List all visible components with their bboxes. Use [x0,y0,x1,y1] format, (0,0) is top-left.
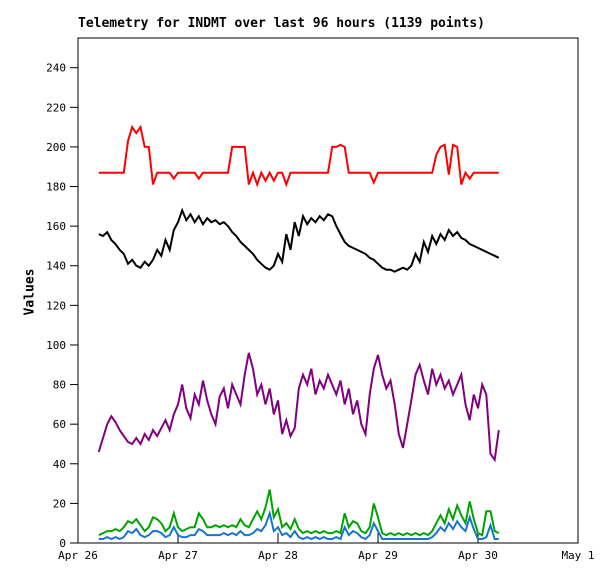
x-tick-label: Apr 26 [58,549,98,562]
y-tick-label: 60 [53,418,66,431]
chart-title: Telemetry for INDMT over last 96 hours (… [78,16,485,31]
y-tick-label: 20 [53,497,66,510]
y-tick-label: 240 [46,62,66,75]
y-tick-label: 160 [46,220,66,233]
y-tick-label: 220 [46,101,66,114]
x-tick-label: Apr 29 [358,549,398,562]
series-purple-line [97,352,500,463]
plot-border [77,37,579,544]
x-tick-label: May 1 [561,549,594,562]
y-tick-label: 40 [53,458,66,471]
y-tick-label: 140 [46,260,66,273]
y-tick-label: 200 [46,141,66,154]
y-tick-label: 0 [59,537,66,550]
y-tick-label: 80 [53,379,66,392]
x-tick-label: Apr 28 [258,549,298,562]
y-tick-label: 120 [46,299,66,312]
y-tick-label: 100 [46,339,66,352]
x-tick-label: Apr 27 [158,549,198,562]
y-tick-label: 180 [46,181,66,194]
series-blue-line [98,509,499,541]
series-red-line [98,124,499,188]
series-green-line [98,489,500,537]
series-black-line [98,207,500,273]
x-tick-label: Apr 30 [458,549,498,562]
